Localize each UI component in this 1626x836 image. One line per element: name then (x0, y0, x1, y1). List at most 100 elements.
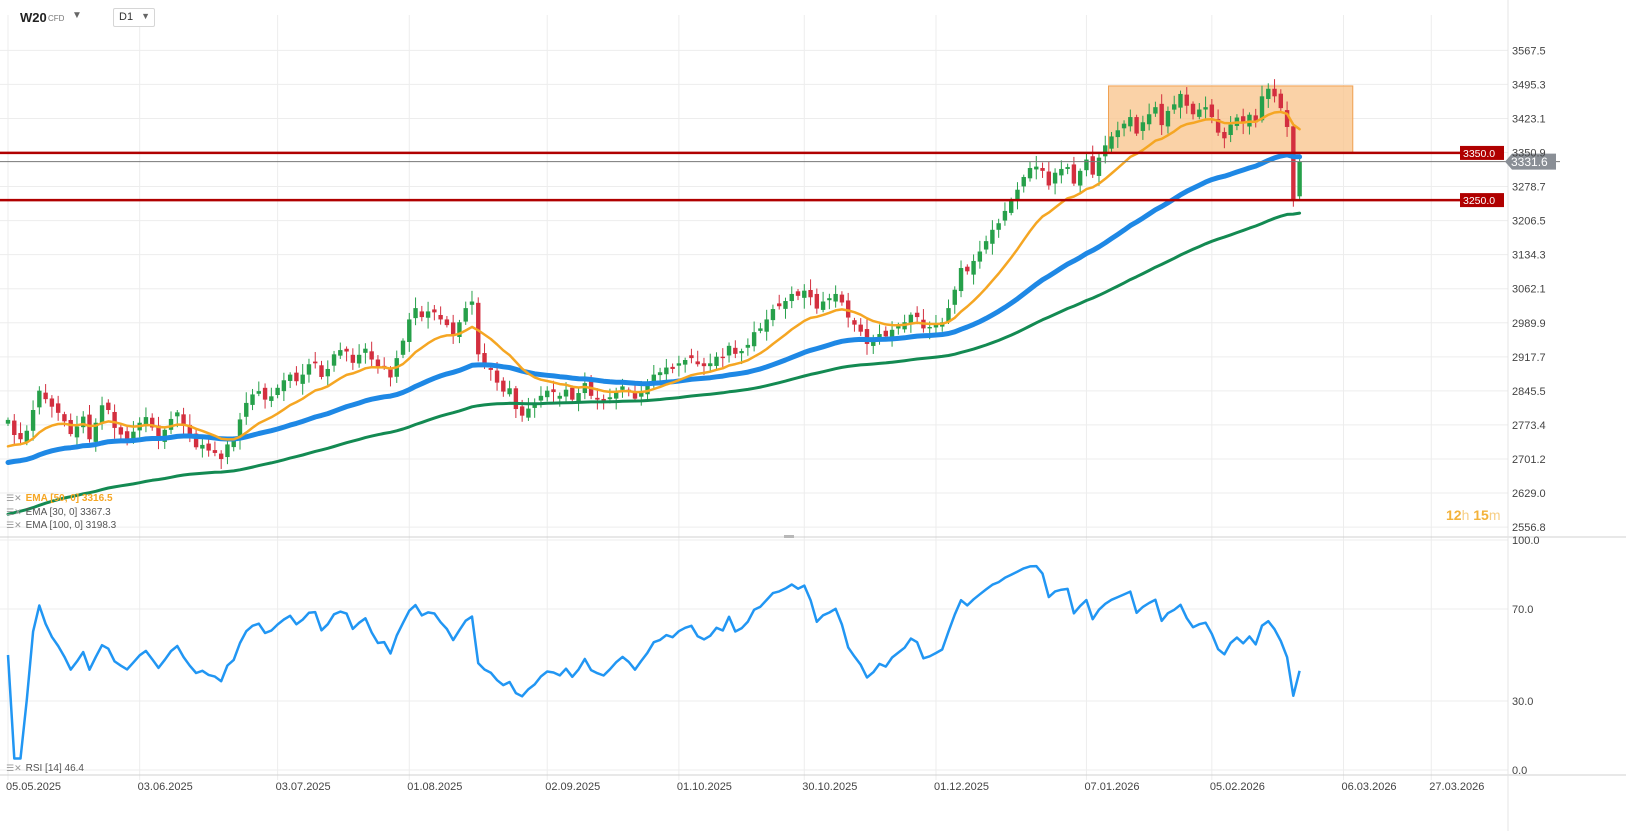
candle-body (896, 326, 901, 329)
candle-body (407, 319, 412, 342)
symbol-dropdown-icon[interactable]: ▼ (72, 10, 82, 21)
candle-body (977, 251, 983, 262)
candle-body (463, 308, 468, 322)
candle-body (946, 308, 951, 322)
candle-body (331, 354, 337, 366)
symbol-name[interactable]: W20 (20, 10, 47, 25)
candle-body (532, 403, 537, 408)
ema-100-line (6, 211, 1302, 516)
candle-body (883, 330, 888, 337)
settings-icon[interactable]: ☰✕ (6, 507, 22, 517)
candle-body (664, 367, 669, 375)
candle-body (770, 309, 776, 321)
settings-icon[interactable]: ☰✕ (6, 493, 22, 503)
candle-body (858, 324, 863, 332)
candle-body (789, 293, 794, 302)
candle-body (1146, 114, 1152, 125)
candle-body (212, 450, 218, 453)
price-tick-label: 2845.5 (1512, 386, 1546, 398)
candle-body (839, 294, 845, 303)
date-tick-label: 05.05.2025 (6, 781, 61, 793)
last-price-label: 3331.6 (1511, 155, 1548, 169)
candle-body (55, 403, 61, 413)
date-tick-label: 27.03.2026 (1429, 781, 1484, 793)
candle-body (450, 322, 456, 335)
rsi-line (6, 564, 1301, 760)
timeframe-select[interactable]: D1 ▼ (113, 8, 155, 27)
settings-icon[interactable]: ☰✕ (6, 520, 22, 530)
candle-body (1222, 131, 1227, 139)
price-tick-label: 2989.9 (1512, 318, 1546, 330)
candle-body (507, 388, 512, 395)
candle-body (607, 397, 613, 400)
candle-body (118, 427, 124, 435)
candle-body (250, 394, 255, 405)
candle-body (1209, 104, 1215, 118)
candle-body (795, 291, 801, 296)
candle-body (432, 309, 437, 313)
candle-body (1197, 109, 1202, 117)
candle-body (1134, 117, 1139, 134)
candle-body (827, 298, 832, 301)
chevron-down-icon[interactable]: ▼ (141, 11, 150, 21)
legend-ema-50[interactable]: ☰✕ EMA [50, 0] 3316.5 (6, 493, 113, 504)
candle-body (281, 380, 287, 392)
candle-body (557, 395, 562, 399)
candle-body (350, 354, 356, 363)
rsi-tick-label: 0.0 (1512, 765, 1527, 777)
candle-body (187, 424, 193, 437)
settings-icon[interactable]: ☰✕ (6, 763, 22, 773)
candle-body (74, 426, 80, 438)
date-tick-label: 02.09.2025 (545, 781, 600, 793)
candle-body (413, 308, 418, 319)
legend-rsi[interactable]: ☰✕ RSI [14] 46.4 (6, 763, 84, 774)
candle-body (1034, 166, 1039, 170)
candle-body (889, 329, 895, 338)
candle-body (808, 290, 813, 298)
candle-body (1165, 110, 1171, 127)
candle-body (1071, 164, 1077, 184)
candle-body (1052, 172, 1058, 184)
candle-body (1140, 122, 1146, 131)
legend-ema-100-label: EMA [100, 0] 3198.3 (25, 520, 117, 531)
price-tick-label: 3278.7 (1512, 182, 1546, 194)
legend-ema-100[interactable]: ☰✕ EMA [100, 0] 3198.3 (6, 520, 116, 531)
candle-body (1159, 103, 1164, 126)
candle-body (783, 301, 788, 309)
candle-body (363, 348, 368, 353)
candle-body (538, 395, 544, 401)
candle-body (344, 348, 349, 352)
candle-body (12, 420, 17, 435)
candle-body (81, 416, 86, 428)
countdown-minutes-unit: m (1488, 507, 1501, 523)
candle-body (93, 422, 98, 442)
legend-ema-30[interactable]: ☰✕ EMA [30, 0] 3367.3 (6, 507, 111, 518)
candle-body (1190, 103, 1196, 115)
level-tag (1460, 193, 1504, 208)
candle-body (845, 300, 851, 318)
candle-body (1115, 130, 1120, 138)
candle-body (777, 303, 782, 307)
candle-body (494, 370, 500, 383)
countdown-minutes: 15 (1473, 507, 1489, 523)
candle-body (5, 419, 11, 424)
countdown-hours-unit: h (1461, 507, 1470, 523)
candle-body (400, 340, 406, 355)
candle-body (256, 391, 261, 394)
candle-body (469, 301, 475, 305)
candle-body (1065, 167, 1070, 169)
candle-body (871, 340, 876, 346)
candle-body (1103, 145, 1108, 157)
candle-body (175, 412, 180, 417)
candle-body (1090, 156, 1095, 175)
candle-body (1291, 126, 1296, 200)
price-tick-label: 2556.8 (1512, 522, 1546, 534)
price-tick-label: 3062.1 (1512, 284, 1546, 296)
price-tick-label: 2629.0 (1512, 488, 1546, 500)
candle-body (30, 410, 36, 431)
candle-body (570, 387, 575, 400)
chart-toolbar: W20 CFD ▼ D1 ▼ (0, 0, 1626, 34)
candle-body (24, 430, 30, 442)
